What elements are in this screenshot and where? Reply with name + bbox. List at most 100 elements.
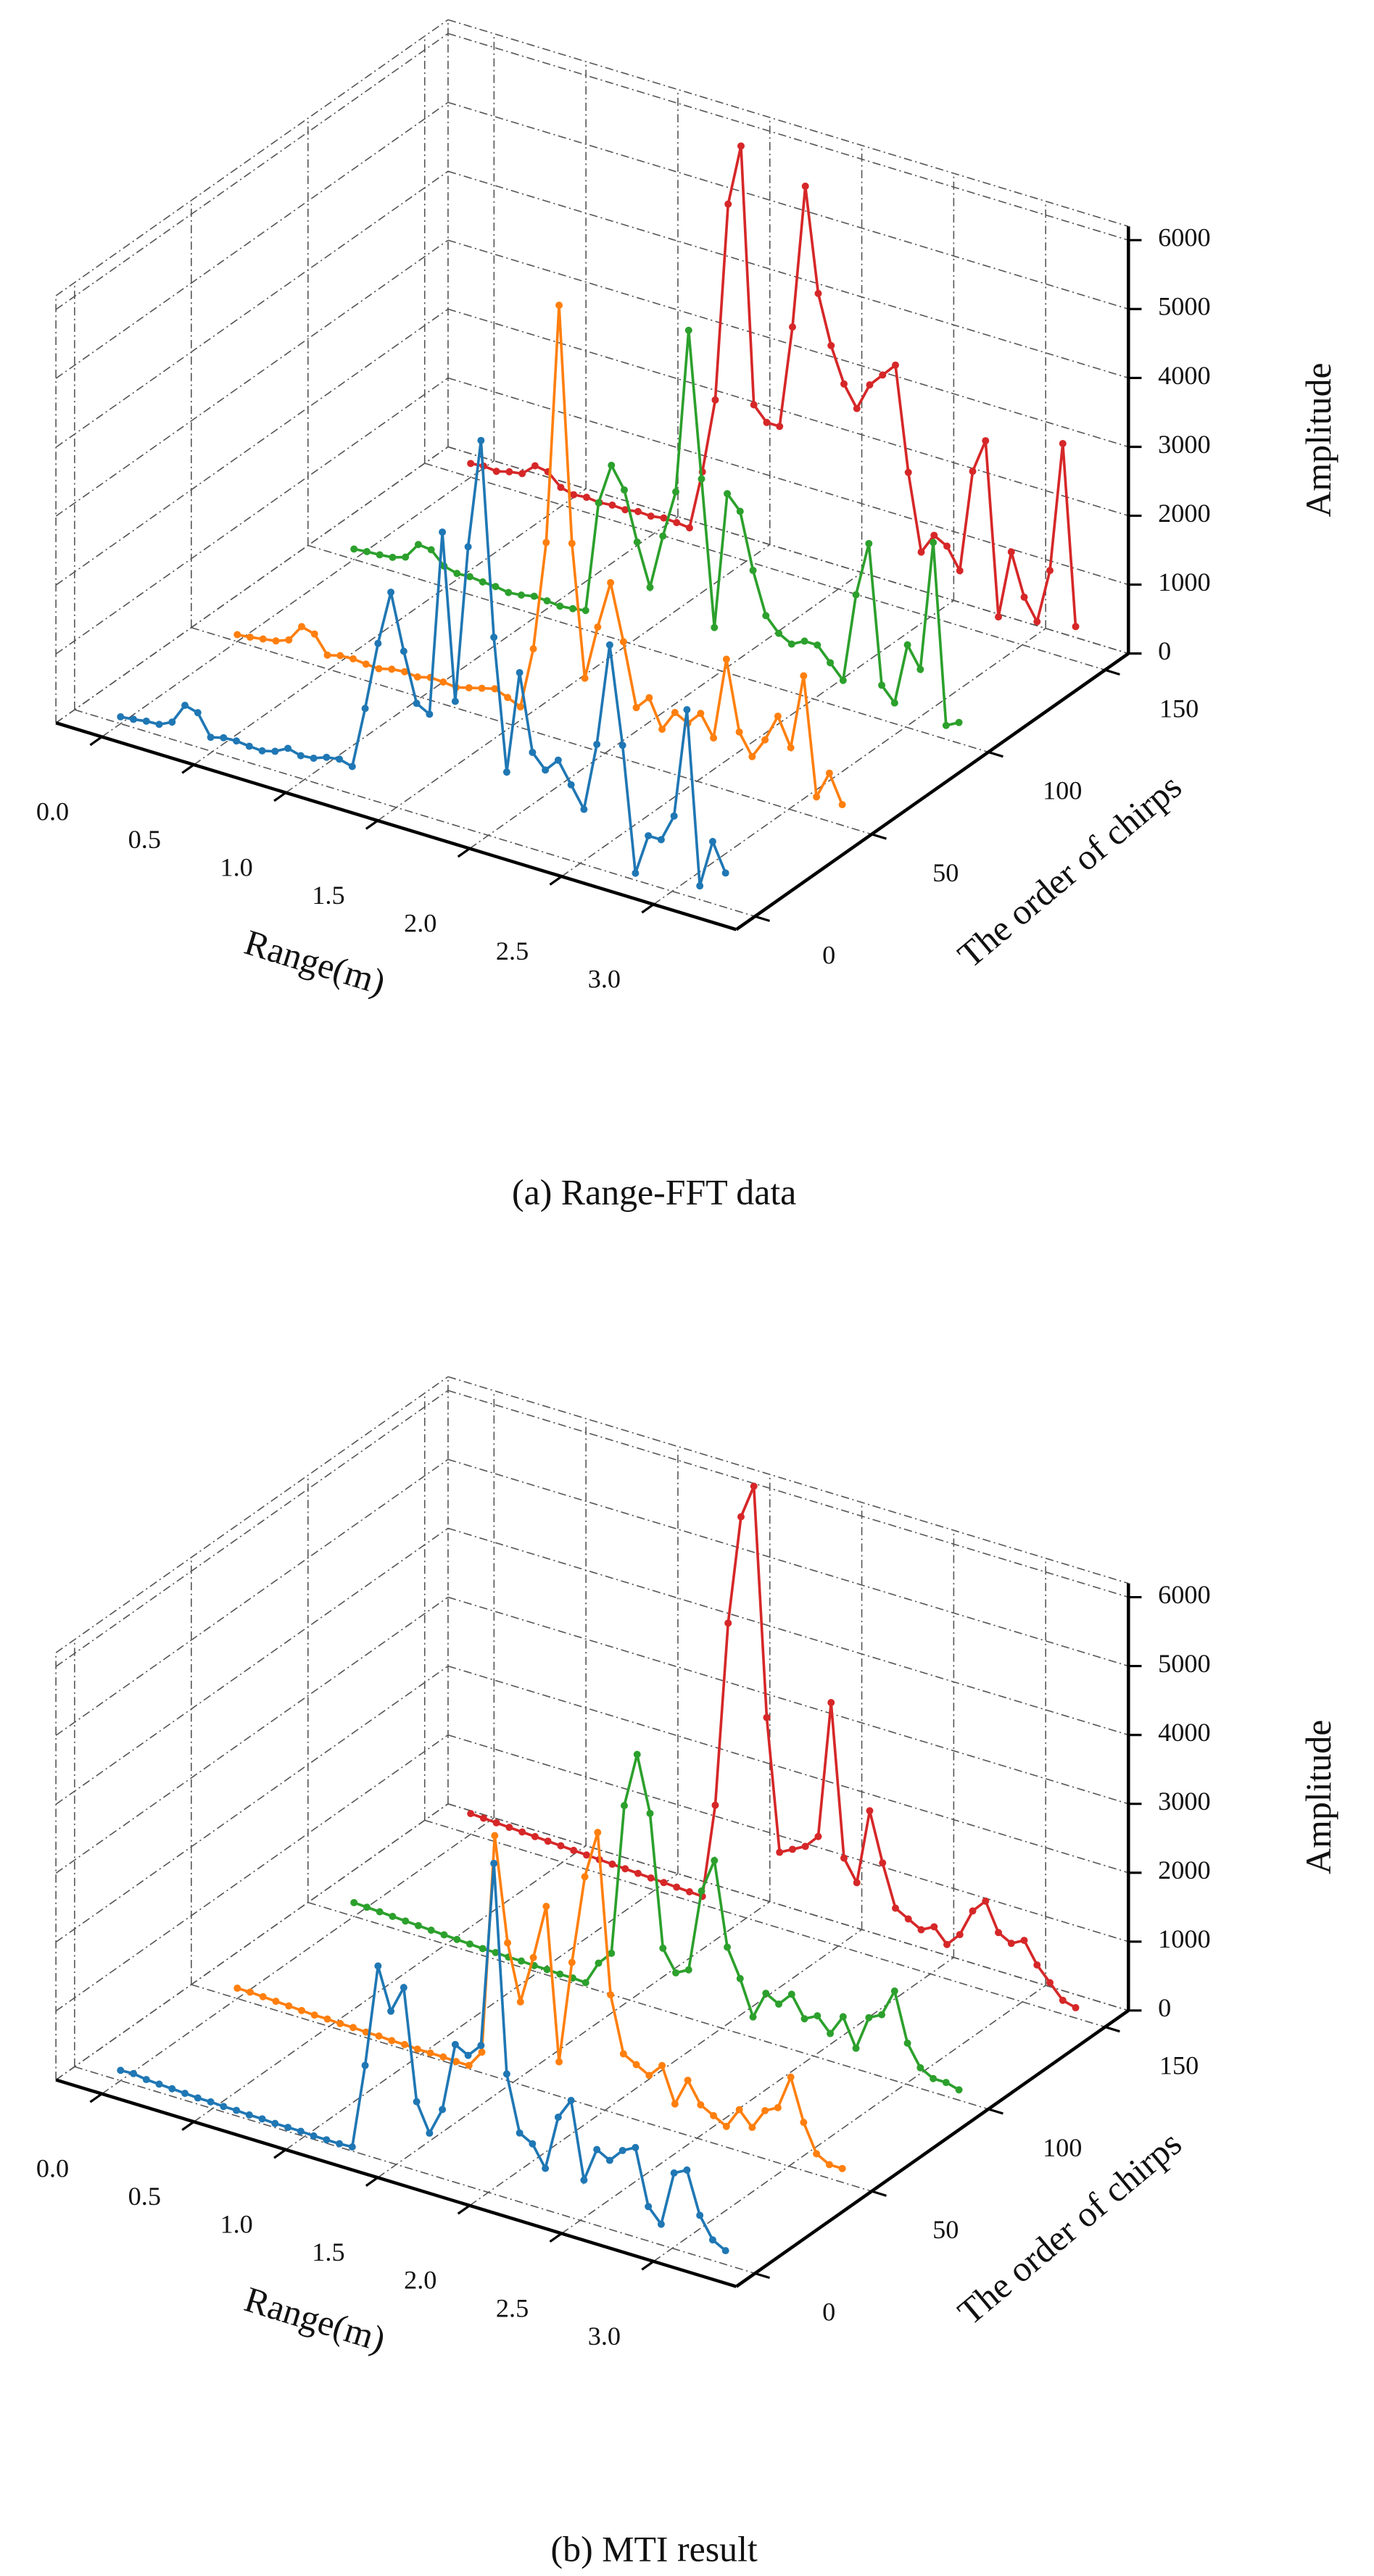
- data-point: [672, 488, 680, 496]
- data-point: [711, 396, 719, 404]
- data-point: [696, 882, 704, 890]
- y-tick-label: 0: [822, 2297, 835, 2326]
- z-tick-label: 2000: [1158, 499, 1211, 528]
- data-point: [479, 1945, 487, 1953]
- data-point: [632, 704, 640, 712]
- data-point: [632, 869, 640, 877]
- grid-line: [424, 1819, 1106, 2028]
- tick-mark: [988, 2108, 1003, 2115]
- data-point: [879, 1859, 887, 1867]
- data-point: [827, 1699, 835, 1706]
- data-point: [336, 652, 344, 660]
- data-point: [634, 1869, 642, 1877]
- data-point: [452, 2058, 460, 2066]
- data-point: [776, 1848, 784, 1856]
- data-point: [363, 548, 371, 555]
- tick-mark: [273, 2148, 287, 2159]
- data-point: [685, 524, 693, 532]
- data-point: [787, 2073, 795, 2081]
- data-point: [800, 2119, 808, 2127]
- y-tick-label: 100: [1043, 776, 1082, 805]
- data-point: [903, 641, 911, 649]
- grid-line: [102, 1817, 494, 2095]
- data-point: [619, 638, 627, 646]
- data-point: [323, 651, 331, 659]
- data-point: [788, 323, 796, 331]
- data-point: [516, 669, 523, 677]
- data-point: [479, 1814, 487, 1822]
- data-point: [531, 462, 539, 470]
- tick-mark: [1104, 668, 1120, 676]
- data-point: [865, 539, 873, 547]
- data-point: [969, 468, 977, 475]
- data-point: [285, 2002, 293, 2010]
- grid-line: [55, 446, 449, 723]
- data-point: [258, 747, 266, 755]
- pane-edge: [55, 19, 449, 296]
- tick-mark: [988, 751, 1003, 758]
- data-point: [660, 514, 668, 522]
- data-point: [362, 2028, 370, 2036]
- z-tick-label: 3000: [1158, 430, 1211, 459]
- series-line: [470, 1485, 1077, 2009]
- data-point: [568, 1958, 576, 1966]
- data-point: [982, 437, 990, 445]
- data-point: [413, 699, 421, 707]
- tick-mark: [1104, 2025, 1120, 2033]
- data-point: [554, 2113, 562, 2121]
- data-point: [516, 703, 524, 711]
- data-point: [904, 1915, 912, 1923]
- data-point: [465, 573, 473, 581]
- z-tick-label: 6000: [1158, 223, 1211, 252]
- grid-line: [447, 1803, 1129, 2011]
- data-point: [464, 543, 472, 551]
- data-point: [813, 2150, 821, 2158]
- data-point: [827, 341, 835, 349]
- data-point: [556, 602, 564, 610]
- data-point: [142, 2076, 150, 2084]
- data-point: [453, 1935, 461, 1943]
- data-point: [607, 1991, 615, 1999]
- data-point: [839, 2013, 847, 2021]
- tick-mark: [181, 763, 195, 774]
- data-point: [426, 2049, 434, 2057]
- data-point: [582, 494, 590, 502]
- grid-line: [561, 599, 954, 877]
- data-point: [439, 2053, 447, 2061]
- data-point: [724, 1619, 732, 1627]
- data-point: [737, 142, 745, 150]
- data-point: [518, 1828, 526, 1836]
- data-point: [761, 2106, 769, 2114]
- z-tick-label: 1000: [1158, 1924, 1211, 1953]
- data-point: [155, 720, 163, 728]
- data-point: [363, 1903, 371, 1911]
- x-tick-label: 3.0: [588, 965, 621, 994]
- data-point: [349, 2024, 357, 2032]
- data-point: [595, 499, 603, 507]
- data-point: [814, 289, 822, 297]
- data-point: [672, 1969, 680, 1977]
- data-point: [376, 551, 384, 559]
- data-point: [825, 769, 833, 777]
- data-point: [181, 702, 189, 710]
- data-point: [955, 718, 963, 726]
- data-point: [518, 470, 526, 478]
- data-point: [542, 766, 550, 774]
- x-axis-label: Range(m): [240, 2279, 390, 2359]
- data-point: [658, 2061, 666, 2069]
- data-point: [491, 685, 499, 693]
- data-point: [349, 655, 357, 662]
- data-point: [530, 592, 538, 600]
- data-point: [505, 589, 513, 597]
- data-point: [903, 2039, 911, 2047]
- data-point: [117, 2066, 125, 2074]
- grid-line: [469, 572, 863, 849]
- data-point: [557, 1842, 565, 1850]
- caption: (a) Range-FFT data: [512, 1173, 796, 1213]
- data-point: [1007, 1940, 1015, 1948]
- x-tick-label: 1.5: [312, 2238, 344, 2267]
- data-point: [402, 1917, 410, 1925]
- data-point: [582, 607, 589, 615]
- y-axis: [735, 2008, 1130, 2288]
